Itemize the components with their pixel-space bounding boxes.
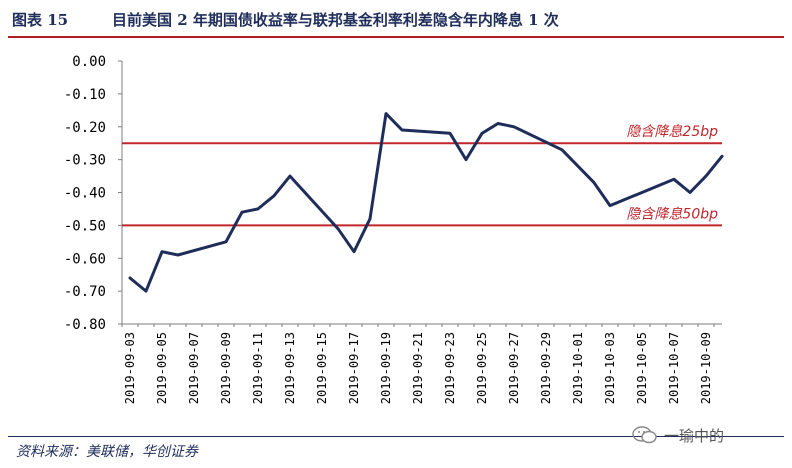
data-point xyxy=(672,178,676,181)
x-tick-label: 2019-09-09 xyxy=(219,332,233,404)
header-rule xyxy=(8,36,784,38)
wechat-icon xyxy=(632,426,657,444)
figure-header: 图表 15 目前美国 2 年期国债收益率与联邦基金利率利差隐含年内降息 1 次 xyxy=(8,6,784,32)
x-tick-label: 2019-09-23 xyxy=(443,332,457,404)
x-tick-label: 2019-09-19 xyxy=(379,332,393,404)
source-note: 资料来源：美联储，华创证券 xyxy=(16,444,198,460)
x-tick-label: 2019-09-17 xyxy=(347,332,361,404)
x-tick-label: 2019-10-09 xyxy=(699,332,713,404)
x-axis: 2019-09-03 2019-09-05 2019-09-07 2019-09-09… xyxy=(121,323,722,404)
footer-rule xyxy=(8,436,784,437)
data-point xyxy=(256,207,260,211)
x-tick-label: 2019-09-15 xyxy=(315,332,329,404)
data-point xyxy=(160,250,164,253)
data-point xyxy=(400,128,404,132)
x-tick-label: 2019-10-03 xyxy=(603,332,617,404)
series-line xyxy=(128,112,724,293)
data-point xyxy=(128,276,132,280)
reference-lines: 隐含降息25bp 隐含降息50bp xyxy=(122,124,722,227)
reference-label: 隐含降息25bp xyxy=(626,124,718,140)
y-tick-label: -0.10 xyxy=(64,87,106,103)
y-tick-label: 0.00 xyxy=(72,54,106,70)
data-point xyxy=(496,122,500,125)
data-point xyxy=(336,227,340,230)
x-tick-label: 2019-09-03 xyxy=(123,332,137,404)
data-point xyxy=(272,194,276,197)
y-tick-label: -0.60 xyxy=(64,251,106,267)
data-point xyxy=(448,132,452,135)
data-point xyxy=(224,240,228,244)
x-tick-label: 2019-09-05 xyxy=(155,332,169,404)
y-tick-label: -0.40 xyxy=(64,186,106,202)
reference-label: 隐含降息50bp xyxy=(626,206,718,222)
y-tick-label: -0.80 xyxy=(64,317,106,333)
data-point xyxy=(240,211,244,214)
data-point xyxy=(176,253,180,257)
x-tick-label: 2019-09-27 xyxy=(507,332,521,404)
data-point xyxy=(592,181,596,184)
x-tick-label: 2019-09-29 xyxy=(539,332,553,404)
data-point xyxy=(464,158,468,161)
data-point xyxy=(480,132,484,135)
x-tick-label: 2019-10-05 xyxy=(635,332,649,404)
data-point xyxy=(144,289,148,293)
x-tick-label: 2019-10-01 xyxy=(571,332,585,404)
data-point xyxy=(384,112,388,115)
x-tick-label: 2019-09-25 xyxy=(475,332,489,404)
y-tick-label: -0.50 xyxy=(64,218,106,234)
data-point xyxy=(352,250,356,253)
figure-label: 图表 15 xyxy=(12,11,69,29)
watermark-text: 一瑜中的 xyxy=(664,426,725,445)
data-point xyxy=(720,155,724,158)
data-point xyxy=(288,174,292,178)
y-tick-label: -0.70 xyxy=(64,284,106,300)
y-tick-label: -0.30 xyxy=(64,153,106,169)
data-point xyxy=(608,204,612,207)
data-point xyxy=(560,148,564,151)
figure-title: 目前美国 2 年期国债收益率与联邦基金利率利差隐含年内降息 1 次 xyxy=(112,11,559,29)
x-tick-label: 2019-09-13 xyxy=(283,332,297,404)
x-tick-label: 2019-10-07 xyxy=(667,332,681,404)
data-point xyxy=(368,217,372,220)
y-tick-label: -0.20 xyxy=(64,120,106,136)
x-tick-label: 2019-09-07 xyxy=(187,332,201,404)
x-tick-label: 2019-09-11 xyxy=(251,332,265,404)
series-group xyxy=(128,112,724,293)
y-axis: 0.00 -0.10 -0.20 -0.30 -0.40 -0.50 -0.60 -0.70 -… xyxy=(64,54,123,333)
data-point xyxy=(704,174,708,178)
data-point xyxy=(688,191,692,194)
data-point xyxy=(512,125,516,128)
line-chart: 0.00 -0.10 -0.20 -0.30 -0.40 -0.50 -0.60 -0.70 -… xyxy=(64,54,724,404)
watermark: 一瑜中的 xyxy=(632,424,724,446)
x-tick-label: 2019-09-21 xyxy=(411,332,425,404)
